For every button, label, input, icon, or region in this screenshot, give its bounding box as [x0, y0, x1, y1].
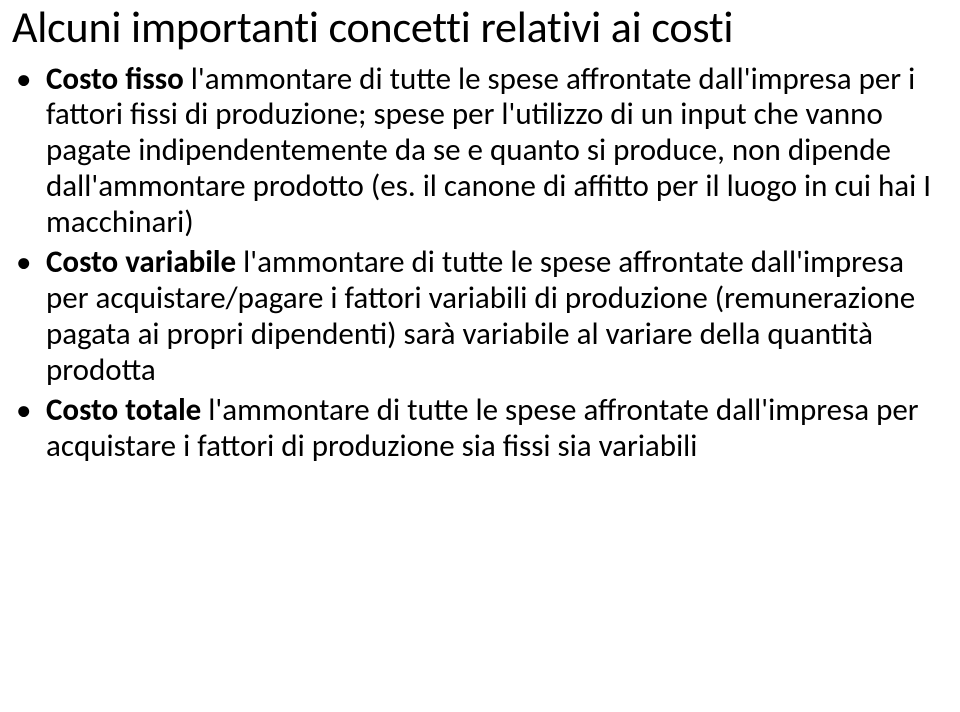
slide-page: Alcuni importanti concetti relativi ai c… — [0, 0, 960, 477]
page-title: Alcuni importanti concetti relativi ai c… — [12, 4, 952, 52]
list-item: Costo fisso l'ammontare di tutte le spes… — [12, 62, 952, 242]
term: Costo totale — [46, 391, 201, 429]
term: Costo variabile — [46, 243, 236, 281]
term: Costo fisso — [46, 60, 184, 98]
list-item: Costo variabile l'ammontare di tutte le … — [12, 245, 952, 389]
list-item: Costo totale l'ammontare di tutte le spe… — [12, 393, 952, 465]
bullet-list: Costo fisso l'ammontare di tutte le spes… — [12, 62, 952, 465]
